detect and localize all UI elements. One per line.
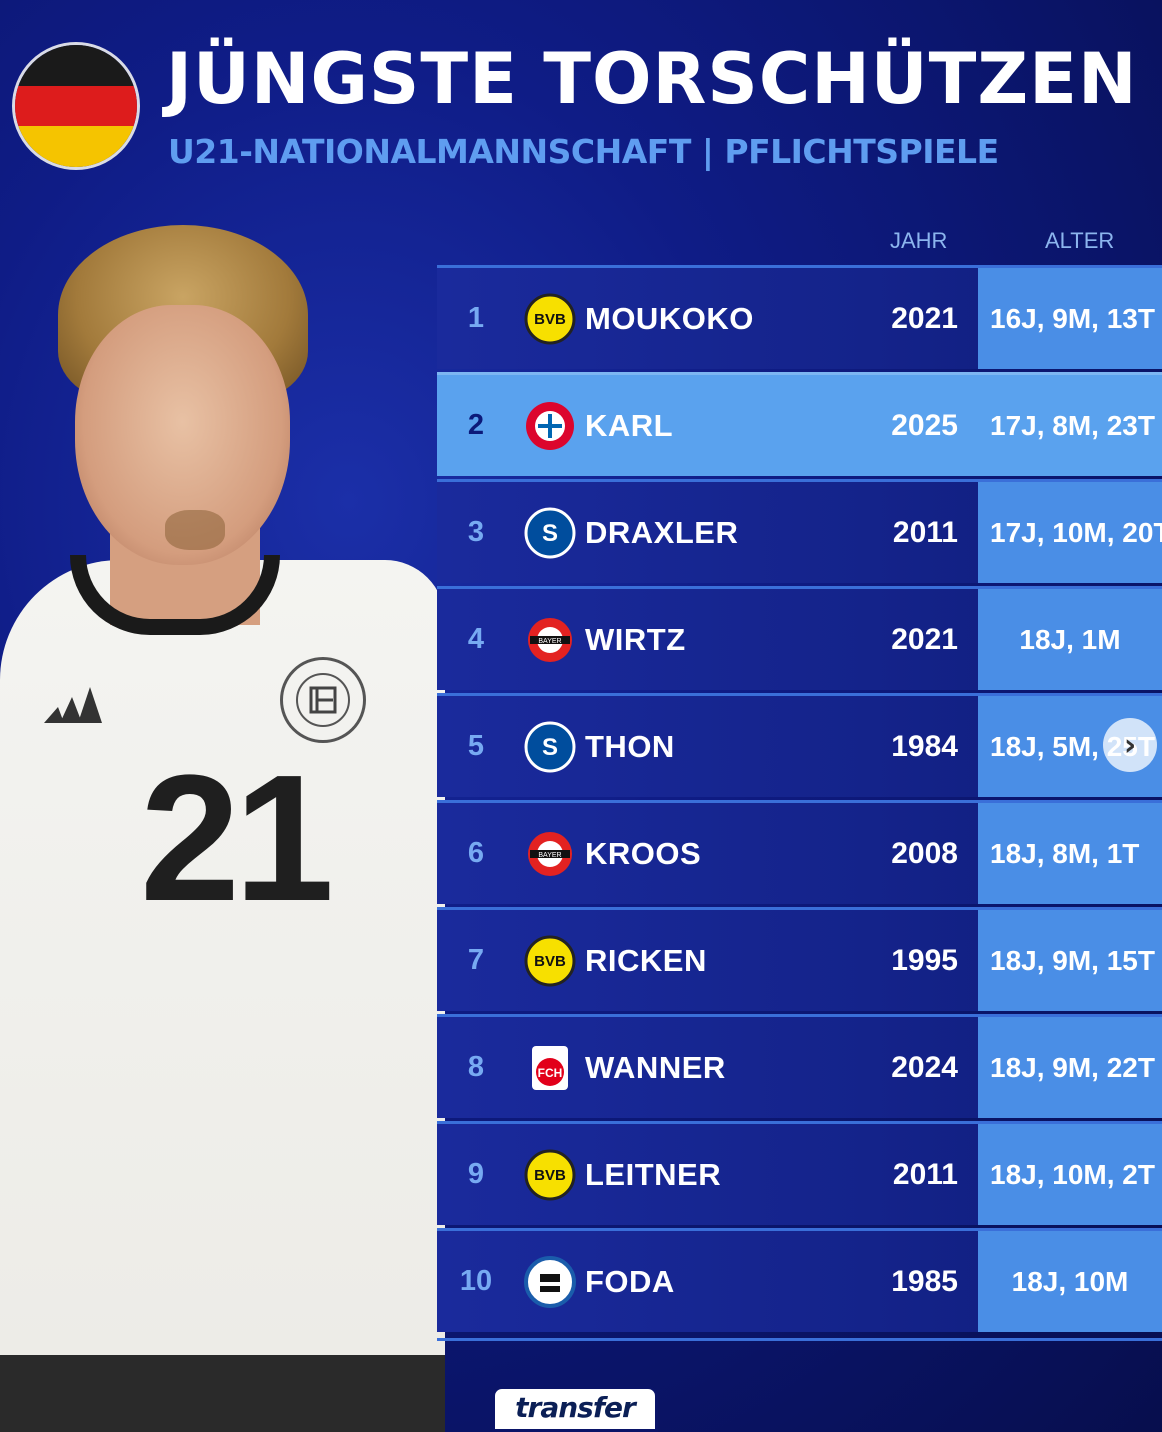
- adidas-icon: [44, 687, 102, 723]
- row-rank: 7: [467, 944, 485, 976]
- heidenheim-logo-icon: FCH: [515, 1042, 585, 1094]
- column-header-year: JAHR: [890, 228, 948, 253]
- player-name: FODA: [585, 1263, 675, 1299]
- row-age: 18J, 8M, 1T: [978, 803, 1162, 904]
- row-year: 2025: [891, 408, 958, 442]
- shirt-number: 21: [140, 738, 334, 939]
- table-row: 4 BAYER WIRTZ 2021 18J, 1M: [437, 586, 1162, 690]
- row-year: 2008: [891, 836, 958, 870]
- player-name: DRAXLER: [585, 514, 739, 550]
- row-age: 18J, 9M, 22T: [978, 1017, 1162, 1118]
- bayern-logo-icon: [515, 400, 585, 452]
- row-year: 2021: [891, 622, 958, 656]
- player-name: THON: [585, 728, 675, 764]
- row-year: 2024: [891, 1050, 958, 1084]
- row-rank: 8: [467, 1051, 485, 1083]
- page-subtitle: U21-NATIONALMANNSCHAFT | PFLICHTSPIELE: [168, 132, 999, 171]
- player-name: KARL: [585, 407, 674, 443]
- row-age: 18J, 10M, 2T: [978, 1124, 1162, 1225]
- player-name: LEITNER: [585, 1156, 722, 1192]
- brand-logo-text: transfer: [515, 1391, 636, 1424]
- bvb-logo-icon: BVB: [515, 293, 585, 345]
- svg-text:BAYER: BAYER: [538, 638, 561, 645]
- row-year: 1984: [891, 729, 958, 763]
- row-rank: 2: [467, 409, 485, 441]
- schalke-logo-icon: S: [515, 507, 585, 559]
- player-photo: 21: [0, 215, 445, 1432]
- svg-text:S: S: [542, 734, 558, 761]
- row-rank: 5: [467, 730, 485, 762]
- row-year: 1995: [891, 943, 958, 977]
- player-name: WANNER: [585, 1049, 726, 1085]
- row-age: 17J, 8M, 23T: [978, 375, 1162, 476]
- player-name: RICKEN: [585, 942, 707, 978]
- row-year: 2021: [891, 301, 958, 335]
- bvb-logo-icon: BVB: [515, 935, 585, 987]
- table-row: 9 BVB LEITNER 2011 18J, 10M, 2T: [437, 1121, 1162, 1225]
- svg-text:FCH: FCH: [538, 1066, 563, 1080]
- row-rank: 10: [459, 1265, 493, 1297]
- player-name: WIRTZ: [585, 621, 686, 657]
- row-age: 17J, 10M, 20T: [978, 482, 1162, 583]
- table-bottom-border: [437, 1338, 1162, 1341]
- transfermarkt-logo: transfer: [492, 1386, 658, 1432]
- bielefeld-logo-icon: [515, 1255, 585, 1308]
- row-age: 16J, 9M, 13T: [978, 268, 1162, 369]
- table-row: 3 S DRAXLER 2011 17J, 10M, 20T: [437, 479, 1162, 583]
- svg-text:BVB: BVB: [534, 1167, 566, 1184]
- page-title: JÜNGSTE TORSCHÜTZEN: [166, 38, 1138, 120]
- row-year: 2011: [892, 1157, 958, 1191]
- row-year: 2011: [892, 515, 958, 549]
- row-rank: 6: [467, 837, 485, 869]
- leverkusen-logo-icon: BAYER: [515, 614, 585, 666]
- table-row: 8 FCH WANNER 2024 18J, 9M, 22T: [437, 1014, 1162, 1118]
- row-rank: 4: [467, 623, 485, 655]
- svg-text:BVB: BVB: [534, 311, 566, 328]
- row-rank: 3: [467, 516, 485, 548]
- table-row: 1 BVB MOUKOKO 2021 16J, 9M, 13T: [437, 265, 1162, 369]
- row-rank: 1: [467, 302, 485, 334]
- germany-flag-icon: [12, 42, 140, 170]
- row-rank: 9: [467, 1158, 485, 1190]
- bvb-logo-icon: BVB: [515, 1149, 585, 1201]
- schalke-logo-icon: S: [515, 721, 585, 773]
- table-row: 2 KARL 2025 17J, 8M, 23T: [437, 372, 1162, 476]
- row-age: 18J, 1M: [978, 589, 1162, 690]
- svg-text:BAYER: BAYER: [538, 852, 561, 859]
- chevron-right-icon[interactable]: ›: [1103, 718, 1157, 772]
- row-age: 18J, 9M, 15T: [978, 910, 1162, 1011]
- table-row: 10 FODA 1985 18J, 10M: [437, 1228, 1162, 1332]
- svg-text:S: S: [542, 520, 558, 547]
- player-name: KROOS: [585, 835, 702, 871]
- leverkusen-logo-icon: BAYER: [515, 828, 585, 880]
- column-header-age: ALTER: [1045, 228, 1115, 253]
- row-year: 1985: [891, 1264, 958, 1298]
- dfb-crest-icon: [280, 657, 366, 743]
- table-row: 5 S THON 1984 18J, 5M, 25T: [437, 693, 1162, 797]
- player-name: MOUKOKO: [585, 300, 754, 336]
- table-row: 7 BVB RICKEN 1995 18J, 9M, 15T: [437, 907, 1162, 1011]
- svg-text:BVB: BVB: [534, 953, 566, 970]
- row-age: 18J, 10M: [978, 1231, 1162, 1332]
- table-row: 6 BAYER KROOS 2008 18J, 8M, 1T: [437, 800, 1162, 904]
